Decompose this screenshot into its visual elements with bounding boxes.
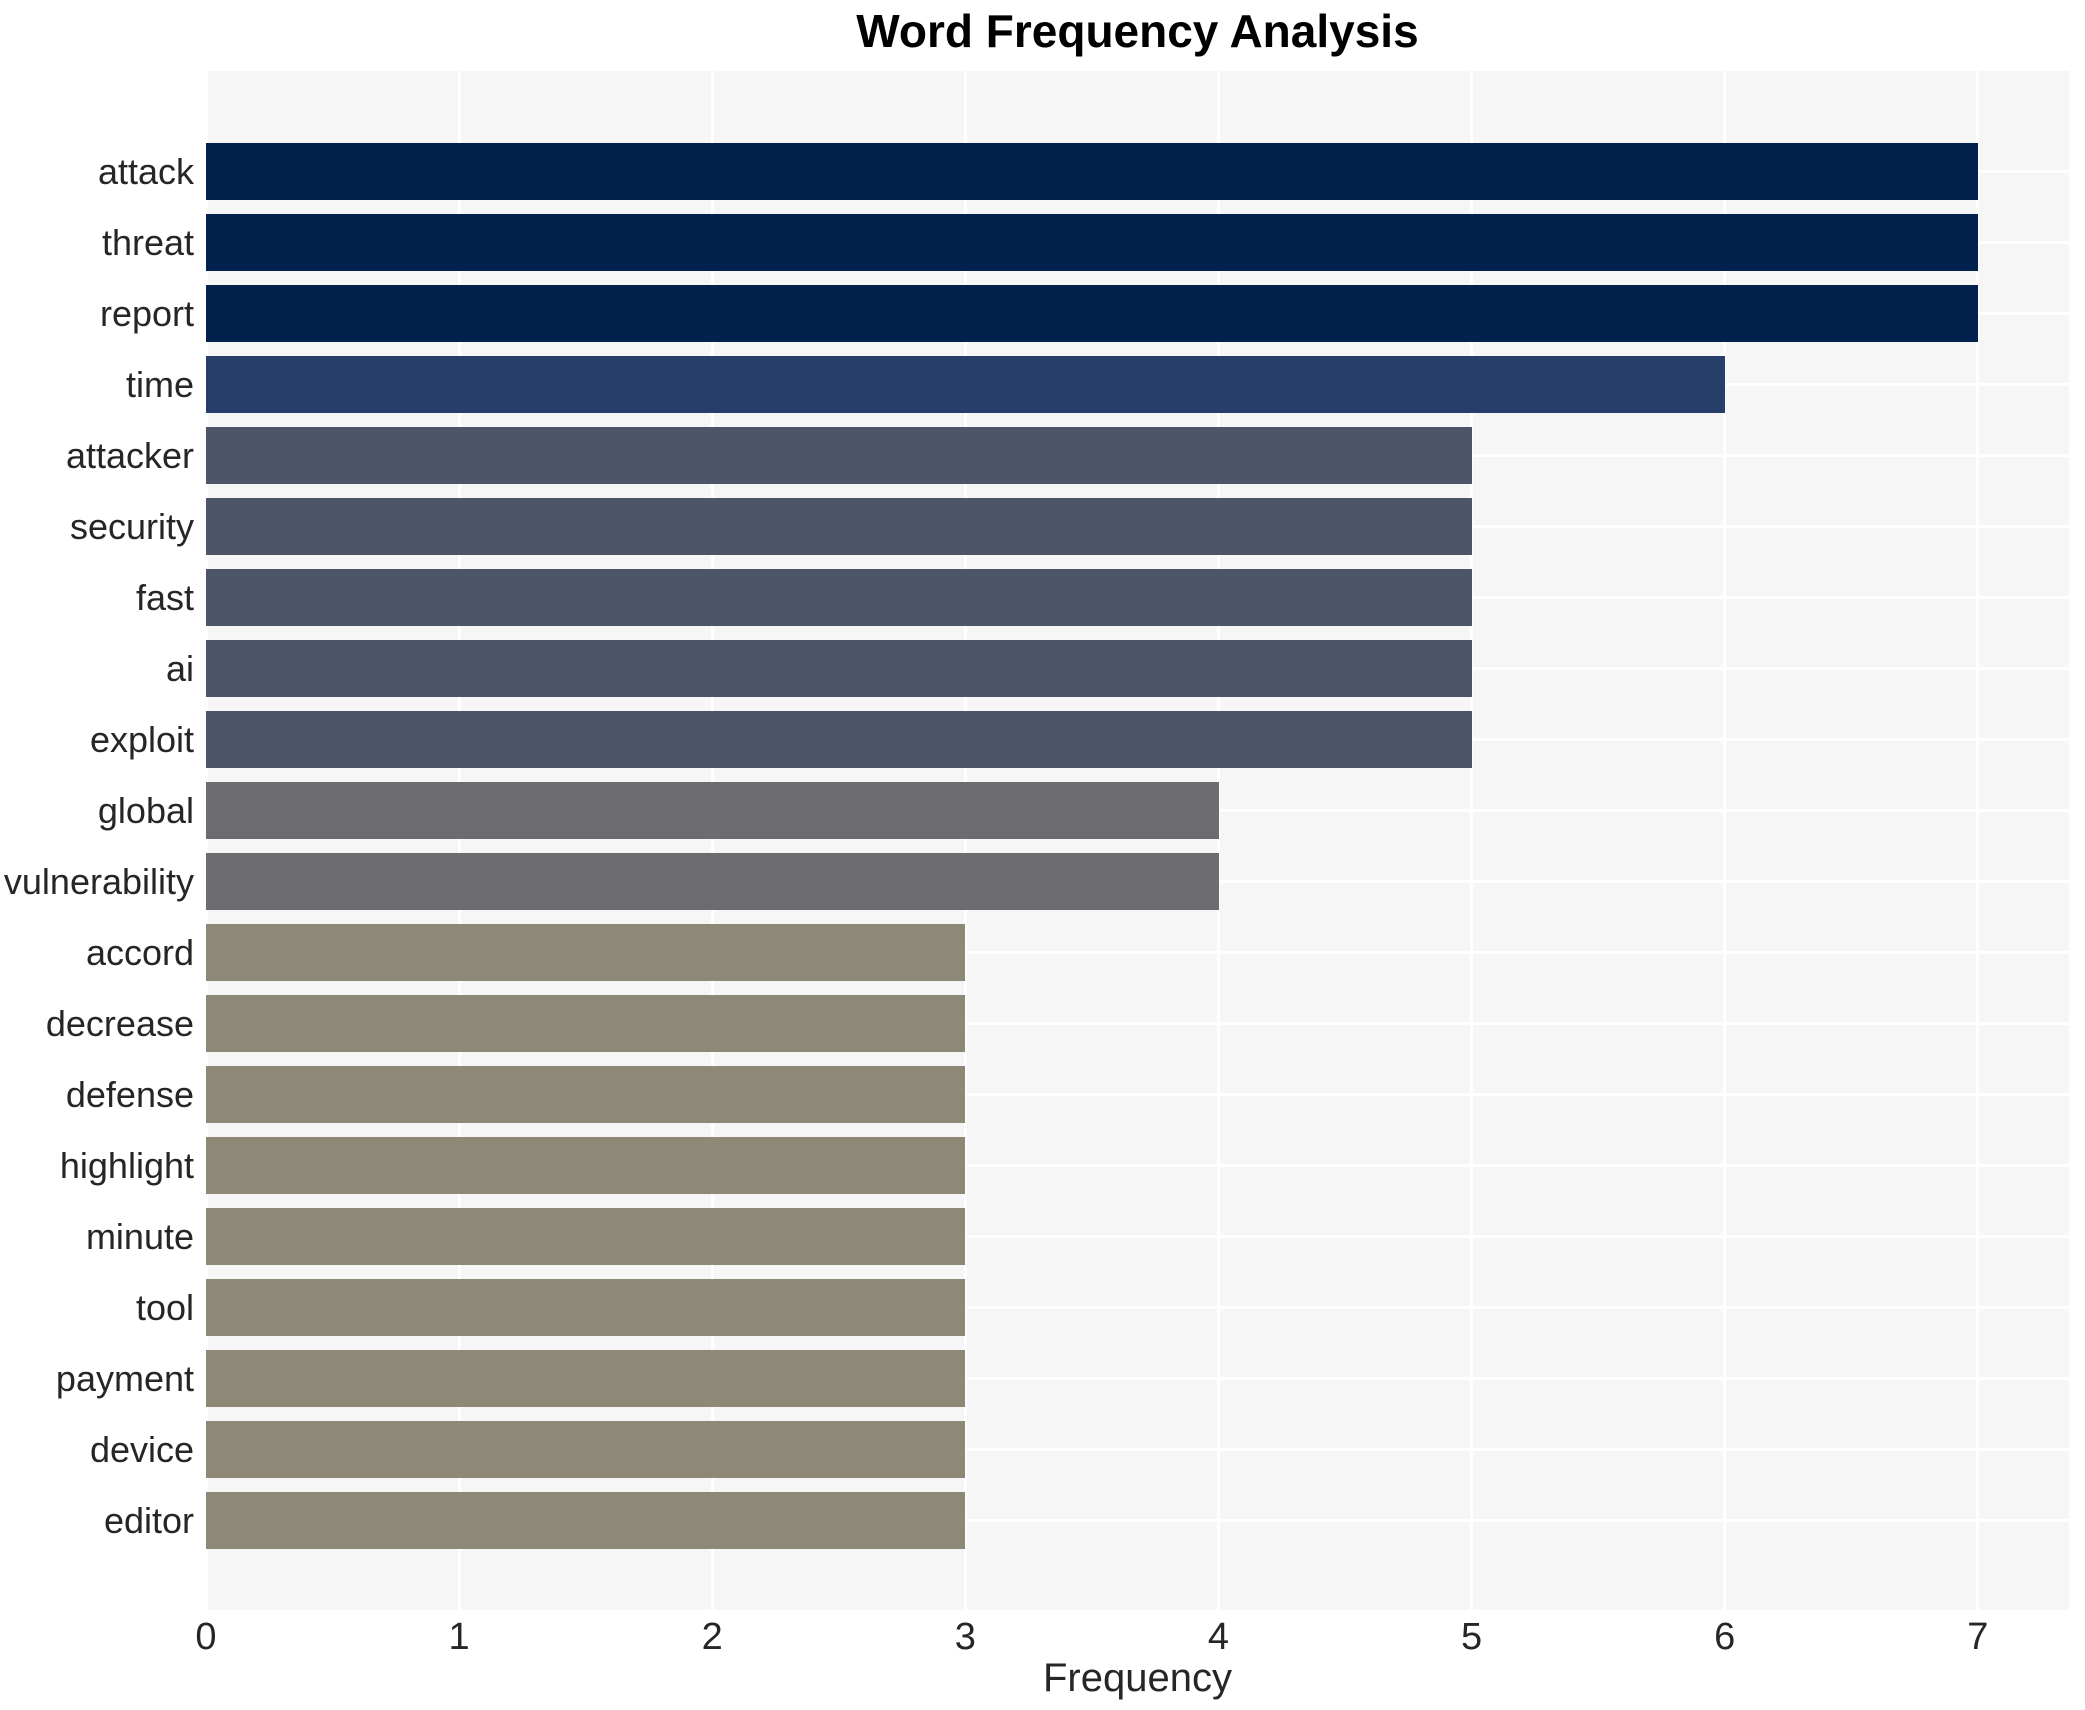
bar-device: [206, 1421, 966, 1478]
x-gridline-3: [963, 71, 967, 1610]
chart-title: Word Frequency Analysis: [856, 5, 1419, 57]
bar-global: [206, 782, 1219, 839]
y-tick-label-decrease: decrease: [45, 1002, 194, 1044]
x-axis-title: Frequency: [1043, 1656, 1232, 1700]
bar-ai: [206, 640, 1472, 697]
bar-security: [206, 498, 1472, 555]
y-gridline-accord: [206, 951, 2069, 954]
y-tick-label-exploit: exploit: [89, 718, 194, 760]
bar-decrease: [206, 995, 966, 1052]
y-tick-label-ai: ai: [165, 647, 194, 689]
bar-threat: [206, 214, 1978, 271]
y-tick-label-tool: tool: [135, 1286, 194, 1328]
y-axis-labels: attack threat report time attacker security fa…: [0, 0, 194, 1710]
plot-area: [206, 71, 2069, 1610]
x-gridline-5: [1470, 71, 1474, 1610]
y-tick-label-security: security: [69, 505, 194, 547]
y-gridline-defense: [206, 1093, 2069, 1096]
x-tick-label-6: 6: [1714, 1616, 1736, 1658]
bar-exploit: [206, 711, 1472, 768]
y-gridline-device: [206, 1448, 2069, 1451]
y-tick-label-minute: minute: [85, 1215, 194, 1257]
bar-defense: [206, 1066, 966, 1123]
bar-report: [206, 285, 1978, 342]
x-gridline-4: [1217, 71, 1220, 1610]
bar-payment: [206, 1350, 966, 1407]
y-tick-label-attacker: attacker: [65, 434, 194, 476]
x-gridline-0: [206, 71, 208, 1610]
y-gridline-payment: [206, 1377, 2069, 1380]
y-tick-label-threat: threat: [101, 221, 194, 263]
bar-time: [206, 356, 1725, 413]
bar-editor: [206, 1492, 966, 1549]
y-tick-label-accord: accord: [85, 931, 194, 973]
x-tick-label-1: 1: [448, 1616, 470, 1658]
x-gridline-1: [457, 71, 461, 1610]
y-tick-label-device: device: [89, 1428, 194, 1470]
y-tick-label-global: global: [97, 789, 194, 831]
bar-accord: [206, 924, 966, 981]
y-tick-label-editor: editor: [103, 1499, 194, 1541]
y-gridline-editor: [206, 1519, 2069, 1522]
y-gridline-highlight: [206, 1164, 2069, 1167]
x-gridline-7: [1976, 71, 1980, 1610]
y-gridline-minute: [206, 1235, 2069, 1238]
x-tick-label-2: 2: [701, 1616, 723, 1658]
x-tick-label-4: 4: [1207, 1616, 1230, 1658]
y-gridline-decrease: [206, 1022, 2069, 1025]
x-gridline-2: [710, 71, 714, 1610]
x-tick-label-3: 3: [954, 1616, 976, 1658]
bar-vulnerability: [206, 853, 1219, 910]
bar-attack: [206, 143, 1978, 200]
x-tick-label-7: 7: [1967, 1616, 1989, 1658]
y-tick-label-defense: defense: [65, 1073, 194, 1115]
y-tick-label-attack: attack: [97, 150, 194, 192]
x-gridline-6: [1723, 71, 1727, 1610]
y-tick-label-time: time: [125, 363, 194, 405]
y-tick-label-highlight: highlight: [59, 1144, 194, 1186]
bar-tool: [206, 1279, 966, 1336]
y-gridline-tool: [206, 1306, 2069, 1309]
bar-minute: [206, 1208, 966, 1265]
bar-highlight: [206, 1137, 966, 1194]
y-tick-label-vulnerability: vulnerability: [3, 860, 194, 902]
y-tick-label-fast: fast: [135, 576, 194, 618]
bar-fast: [206, 569, 1472, 626]
y-tick-label-payment: payment: [55, 1357, 194, 1399]
bar-attacker: [206, 427, 1472, 484]
x-tick-label-5: 5: [1461, 1616, 1483, 1658]
y-tick-label-report: report: [99, 292, 194, 334]
